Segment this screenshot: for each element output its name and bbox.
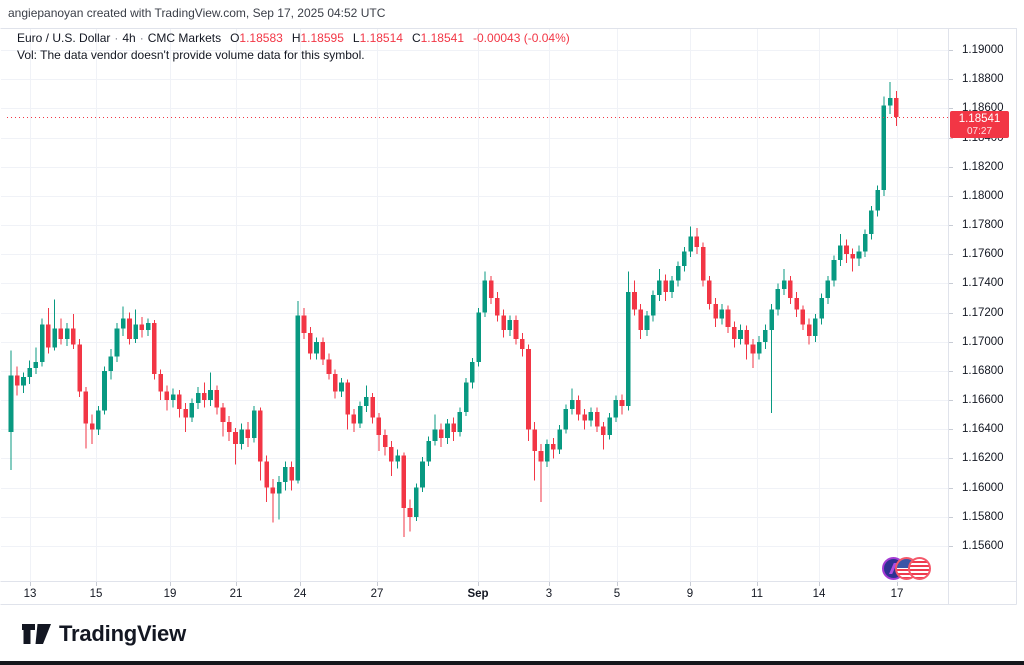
price-axis-label: 1.18000	[962, 189, 1004, 202]
usd-flag-icon-2	[908, 557, 931, 580]
interval-label[interactable]: 4h	[122, 31, 136, 45]
price-axis-label: 1.16600	[962, 394, 1004, 407]
exchange-label: CMC Markets	[147, 31, 222, 45]
price-axis-label: 1.19000	[962, 44, 1004, 56]
time-axis-label: 14	[812, 588, 826, 600]
last-price-label: 1.18541 07:27	[950, 111, 1009, 138]
time-axis-label: 24	[293, 588, 307, 600]
volume-note: Vol: The data vendor doesn't provide vol…	[17, 48, 365, 62]
price-axis-label: 1.17400	[962, 277, 1004, 290]
time-axis-label: 5	[613, 588, 621, 600]
time-axis-label: 17	[890, 588, 904, 600]
time-axis-label: 15	[89, 588, 103, 600]
tradingview-logo-icon	[22, 624, 51, 644]
tradingview-logo[interactable]: TradingView	[22, 621, 186, 647]
bar-countdown: 07:27	[966, 126, 993, 137]
time-axis-label: 13	[23, 588, 37, 600]
low-letter: L	[352, 31, 360, 45]
change-value: -0.00043 (-0.04%)	[473, 31, 570, 45]
high-value: 1.18595	[300, 31, 344, 45]
price-axis-label: 1.16200	[962, 452, 1004, 465]
symbol-legend[interactable]: Euro / U.S. Dollar · 4h · CMC Markets O1.1858…	[17, 31, 570, 45]
time-axis-label: 3	[545, 588, 553, 600]
high-letter: H	[291, 31, 301, 45]
time-axis-label: 19	[163, 588, 177, 600]
attribution-text: angiepanoyan created with TradingView.co…	[8, 6, 386, 20]
open-value: 1.18583	[239, 31, 283, 45]
symbol-title[interactable]: Euro / U.S. Dollar	[17, 31, 111, 45]
time-axis-label: 21	[229, 588, 243, 600]
price-axis-label: 1.15600	[962, 539, 1004, 552]
legend-separator: ·	[139, 31, 144, 45]
price-axis-label: 1.18200	[962, 160, 1004, 173]
price-axis-label: 1.18800	[962, 73, 1004, 86]
price-axis-label: 1.17600	[962, 248, 1004, 261]
time-axis-label: 9	[686, 588, 694, 600]
bottom-edge-bar	[0, 661, 1024, 665]
tradingview-wordmark: TradingView	[59, 621, 186, 646]
price-axis-label: 1.16000	[962, 481, 1004, 494]
price-axis-label: 1.16800	[962, 364, 1004, 377]
close-letter: C	[411, 31, 421, 45]
price-axis-label: 1.17000	[962, 335, 1004, 348]
time-axis-label: 27	[370, 588, 384, 600]
price-axis-label: 1.17800	[962, 219, 1004, 232]
symbol-flags-watermark	[882, 556, 944, 582]
time-axis-label: 11	[751, 588, 763, 600]
time-axis-label: Sep	[467, 588, 489, 600]
close-value: 1.18541	[420, 31, 465, 45]
price-axis-label: 1.15800	[962, 510, 1004, 523]
legend-separator: ·	[114, 31, 119, 45]
price-axis-label: 1.17200	[962, 306, 1004, 319]
last-price-value: 1.18541	[958, 113, 1001, 125]
open-letter: O	[230, 31, 240, 45]
price-axis-label: 1.16400	[962, 423, 1004, 436]
low-value: 1.18514	[359, 31, 403, 45]
